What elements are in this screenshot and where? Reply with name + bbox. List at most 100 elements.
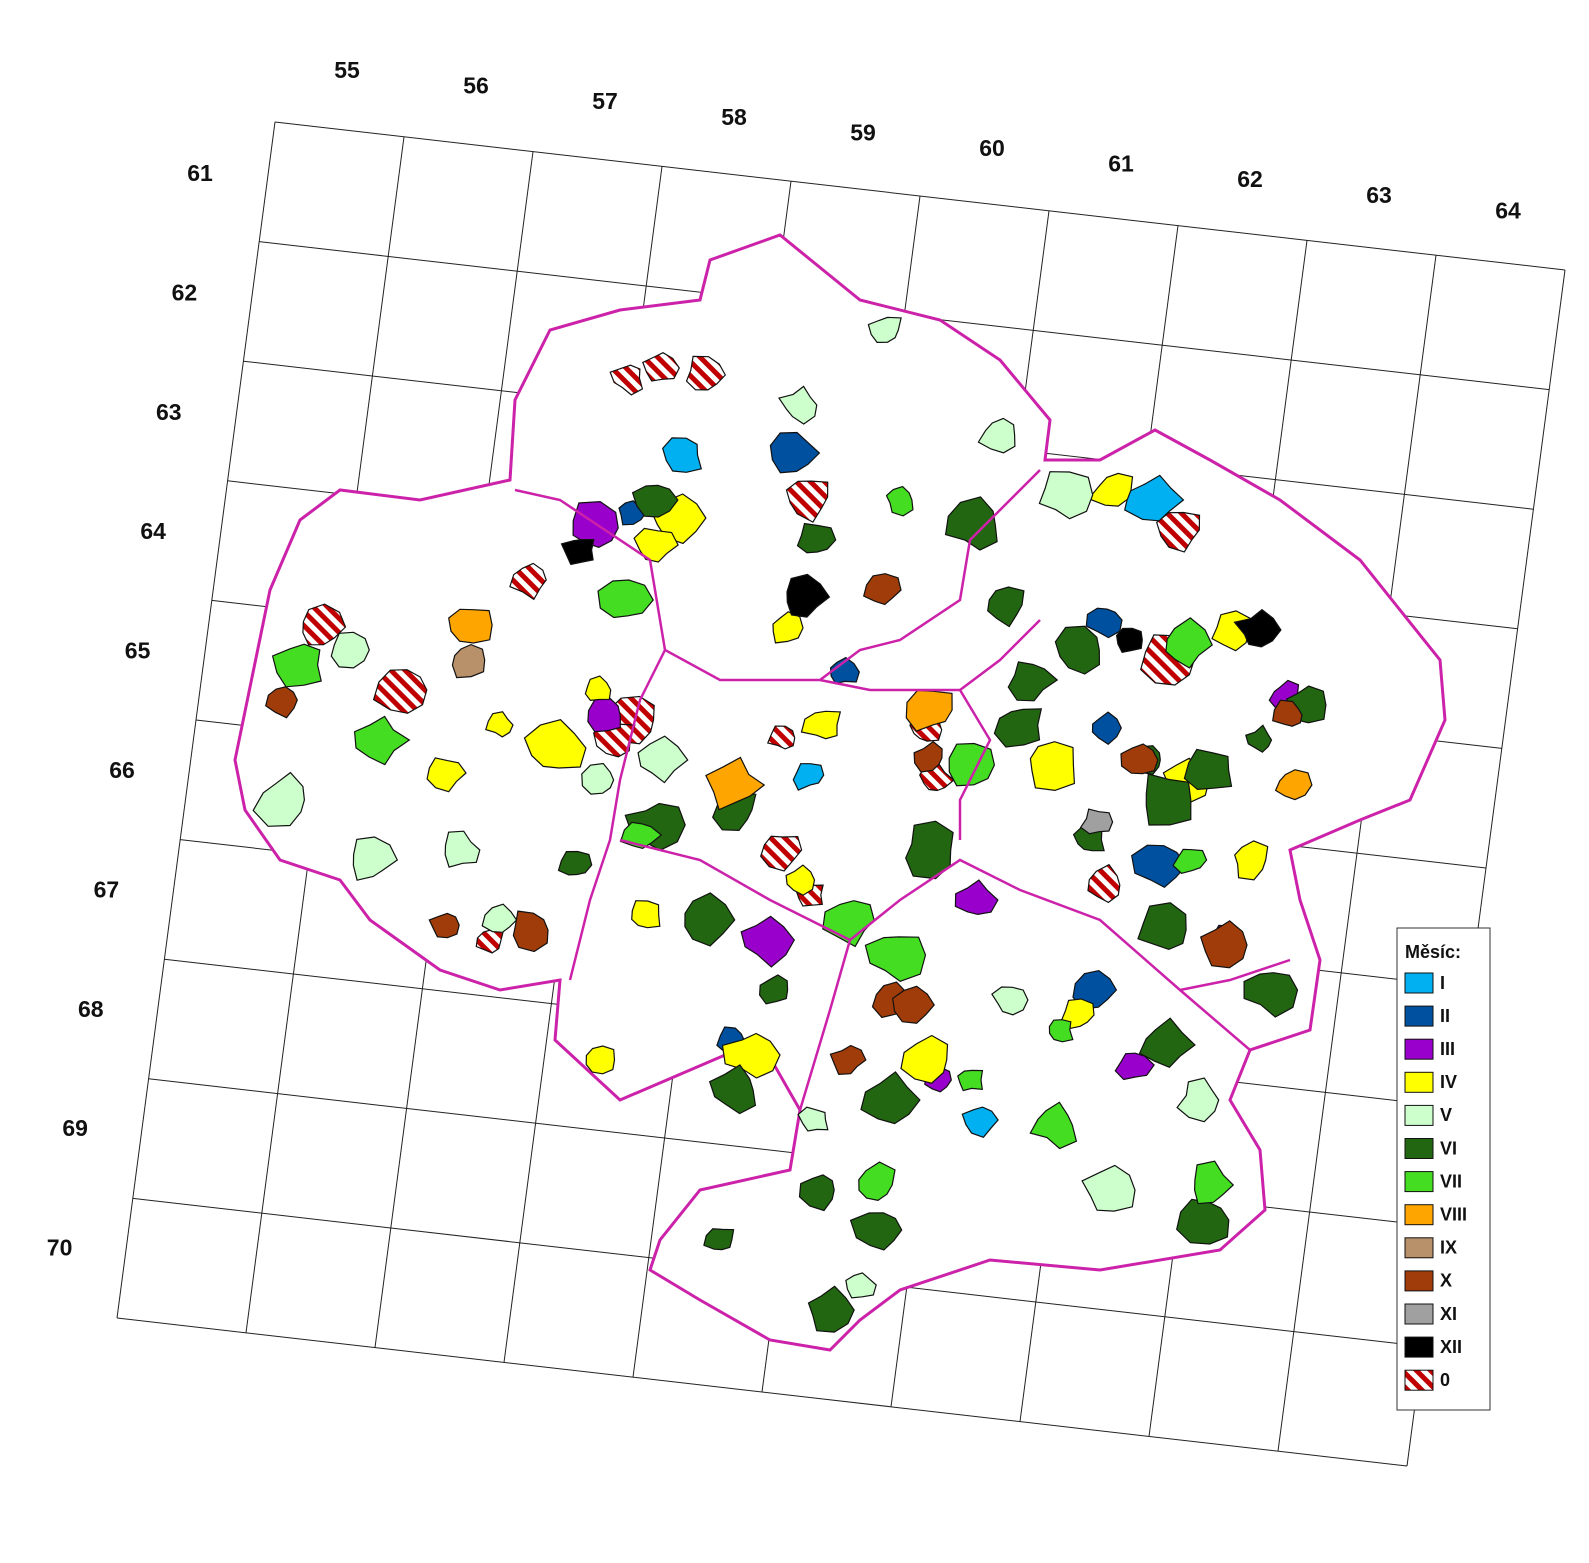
row-label: 67: [94, 876, 120, 902]
column-label: 62: [1237, 166, 1263, 192]
district: [885, 485, 914, 517]
district: [740, 915, 796, 968]
district: [944, 496, 998, 551]
district: [785, 864, 816, 896]
column-label: 59: [850, 119, 876, 145]
district: [905, 689, 953, 732]
district: [1029, 741, 1076, 792]
district: [633, 527, 679, 563]
legend-label: III: [1440, 1039, 1455, 1059]
district: [587, 696, 621, 733]
district: [557, 850, 593, 876]
legend-label: X: [1440, 1271, 1452, 1291]
district: [1081, 1164, 1136, 1212]
region-outline: [233, 233, 1447, 1352]
district: [864, 936, 927, 982]
district: [426, 757, 467, 793]
legend-label: IV: [1440, 1072, 1457, 1092]
district: [1176, 1198, 1230, 1245]
district: [1138, 1017, 1196, 1069]
legend-label: XII: [1440, 1337, 1462, 1357]
column-label: 55: [334, 57, 360, 83]
district: [1120, 743, 1159, 775]
district: [1165, 617, 1213, 669]
row-label: 62: [172, 279, 198, 305]
column-label: 57: [592, 88, 618, 114]
district: [957, 1069, 984, 1092]
district: [428, 912, 460, 939]
district: [684, 892, 736, 947]
district: [703, 1228, 735, 1251]
district: [900, 1034, 949, 1084]
row-label: 69: [62, 1115, 88, 1141]
district: [1137, 902, 1187, 951]
district: [792, 763, 825, 791]
district: [485, 711, 514, 738]
district: [523, 719, 587, 769]
district: [1199, 920, 1248, 969]
district: [1176, 1077, 1220, 1123]
district: [451, 643, 486, 679]
district: [1087, 472, 1134, 507]
district: [1272, 699, 1303, 727]
legend-swatch: [1404, 1104, 1434, 1126]
district: [785, 480, 829, 523]
district: [796, 522, 837, 554]
row-label: 70: [47, 1235, 73, 1261]
legend-swatch: [1404, 1270, 1434, 1292]
district: [987, 586, 1025, 628]
district: [1087, 863, 1121, 904]
district: [1114, 1052, 1155, 1081]
district: [353, 715, 411, 766]
district: [807, 1285, 855, 1333]
row-label: 65: [125, 638, 151, 664]
legend-label: XI: [1440, 1304, 1457, 1324]
district-borders: [514, 469, 1291, 1111]
district: [760, 835, 803, 872]
district: [829, 1044, 867, 1076]
district: [705, 756, 766, 811]
district: [845, 1272, 877, 1299]
district: [481, 903, 518, 933]
district: [271, 643, 322, 688]
legend-swatch: [1404, 1204, 1434, 1226]
grid-line: [116, 1317, 1408, 1467]
district: [1245, 724, 1273, 753]
district: [1029, 1101, 1078, 1150]
district: [708, 1064, 757, 1115]
column-label: 63: [1366, 182, 1392, 208]
district: [1124, 474, 1185, 522]
legend-swatch: [1404, 1005, 1434, 1027]
row-label: 66: [109, 757, 135, 783]
district: [631, 900, 661, 929]
districts: [252, 316, 1327, 1333]
district: [769, 431, 821, 474]
district: [1156, 511, 1201, 553]
district: [265, 686, 298, 719]
district: [609, 364, 644, 396]
district: [662, 437, 703, 473]
district: [991, 986, 1029, 1016]
legend-swatch: [1404, 1303, 1434, 1325]
district: [1091, 711, 1122, 745]
district: [631, 484, 679, 518]
district: [1048, 1019, 1074, 1043]
district: [1007, 661, 1059, 702]
district: [797, 1106, 829, 1132]
district: [1233, 608, 1282, 648]
legend-swatch: [1404, 1171, 1434, 1193]
column-label: 58: [721, 104, 747, 130]
district: [977, 417, 1016, 454]
legend-label: I: [1440, 973, 1445, 993]
district: [584, 675, 612, 702]
column-label: 60: [979, 135, 1005, 161]
district: [1054, 625, 1101, 675]
row-label: 63: [156, 399, 182, 425]
legend-swatch: [1404, 1138, 1434, 1159]
district: [800, 710, 842, 740]
district: [637, 735, 689, 784]
legend-label: II: [1440, 1006, 1450, 1026]
district: [1274, 769, 1313, 801]
district: [1243, 972, 1299, 1018]
